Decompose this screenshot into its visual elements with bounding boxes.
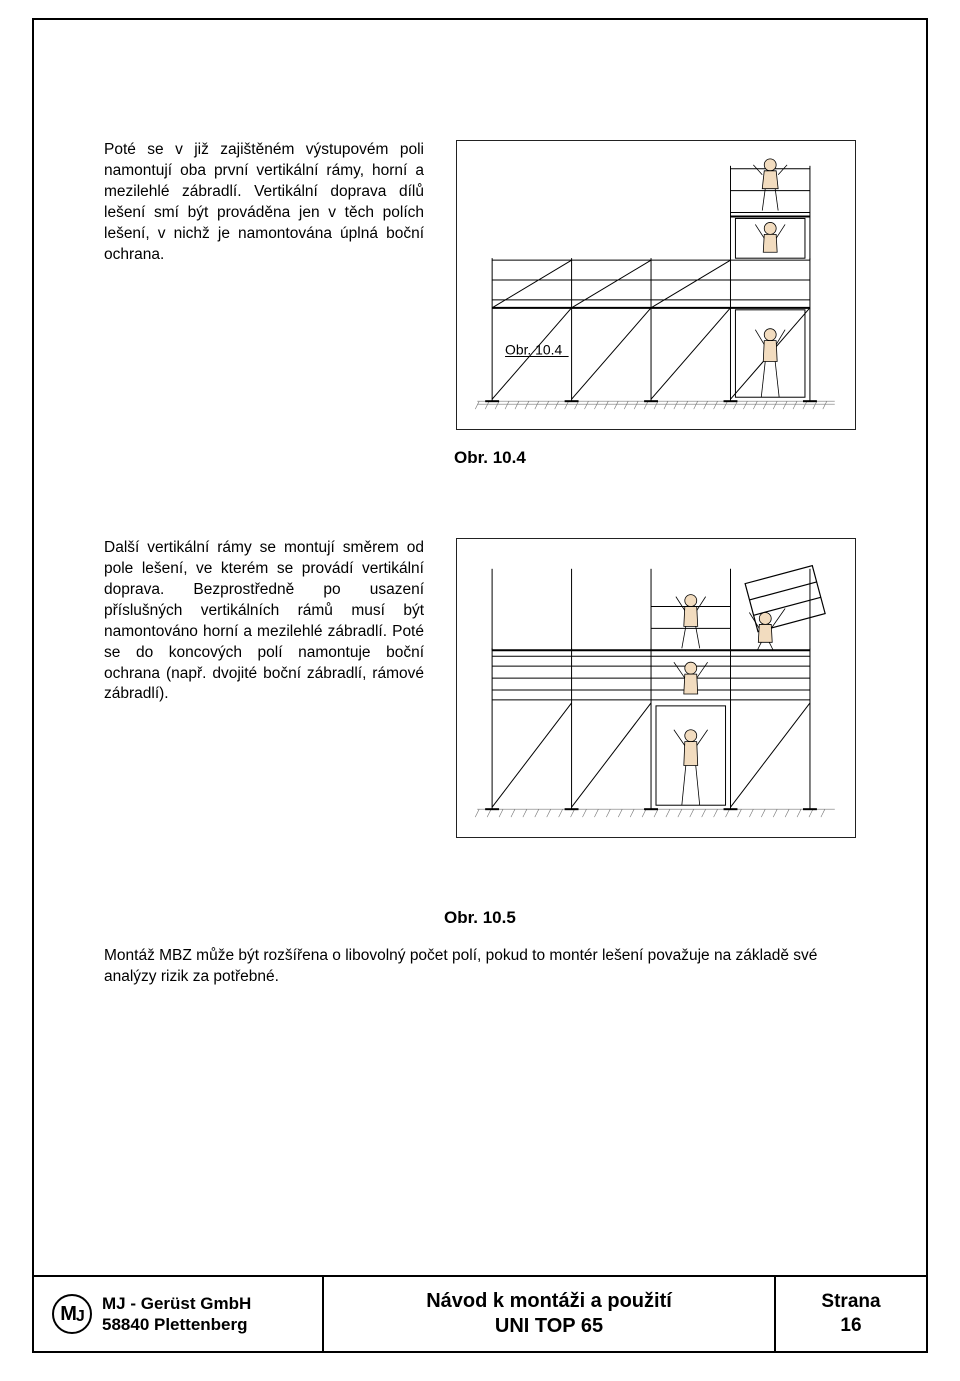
para-1: Poté se v již zajištěném výstupovém poli… — [104, 140, 424, 266]
figure-10-4: Obr. 10.4 — [456, 140, 856, 430]
mj-logo-icon: MJ — [52, 1294, 92, 1334]
section-2: Další vertikální rámy se montují směrem … — [104, 538, 856, 838]
footer-company-line1: MJ - Gerüst GmbH — [102, 1293, 251, 1314]
section-1-text: Poté se v již zajištěném výstupovém poli… — [104, 140, 424, 266]
footer-page-number: 16 — [821, 1314, 880, 1338]
figure-10-5-caption: Obr. 10.5 — [444, 908, 856, 928]
footer-page: Strana 16 — [821, 1290, 880, 1338]
page-content: Poté se v již zajištěném výstupovém poli… — [104, 140, 856, 988]
figure-10-4-caption: Obr. 10.4 — [454, 448, 526, 468]
figure-10-5-wrap — [454, 538, 856, 838]
footer-company-line2: 58840 Plettenberg — [102, 1314, 251, 1335]
footer-left: MJ MJ - Gerüst GmbH 58840 Plettenberg — [34, 1277, 324, 1351]
final-paragraph: Montáž MBZ může být rozšířena o libovoln… — [104, 946, 856, 988]
figure-10-4-wrap: Obr. 10.4 Obr. 10.4 — [454, 140, 856, 468]
footer-title-line1: Návod k montáži a použití — [426, 1289, 672, 1314]
figure-10-4-inner-label: Obr. 10.4 — [505, 342, 562, 358]
figure-10-5-caption-wrap: Obr. 10.5 Montáž MBZ může být rozšířena … — [104, 908, 856, 988]
section-1: Poté se v již zajištěném výstupovém poli… — [104, 140, 856, 468]
footer-logo-wrap: MJ MJ - Gerüst GmbH 58840 Plettenberg — [52, 1293, 251, 1336]
footer-right: Strana 16 — [776, 1277, 926, 1351]
footer-title-line2: UNI TOP 65 — [426, 1314, 672, 1339]
footer-center: Návod k montáži a použití UNI TOP 65 — [324, 1277, 776, 1351]
footer-company: MJ - Gerüst GmbH 58840 Plettenberg — [102, 1293, 251, 1336]
footer-title: Návod k montáži a použití UNI TOP 65 — [426, 1289, 672, 1339]
page-frame: Poté se v již zajištěném výstupovém poli… — [32, 18, 928, 1353]
section-2-text: Další vertikální rámy se montují směrem … — [104, 538, 424, 705]
footer-page-label: Strana — [821, 1290, 880, 1314]
para-2: Další vertikální rámy se montují směrem … — [104, 538, 424, 705]
page-footer: MJ MJ - Gerüst GmbH 58840 Plettenberg Ná… — [34, 1275, 926, 1351]
figure-10-5 — [456, 538, 856, 838]
